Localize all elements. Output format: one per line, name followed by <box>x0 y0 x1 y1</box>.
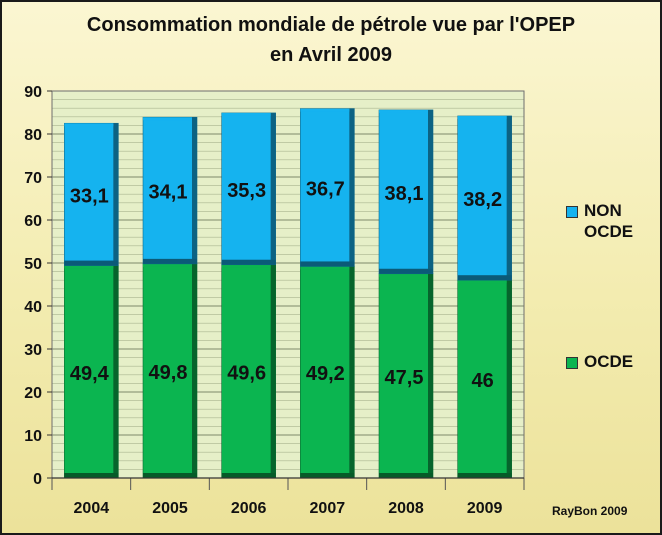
data-label-non-ocde: 34,1 <box>149 182 188 204</box>
bar-side-ocde <box>270 264 276 478</box>
bar-bottom-ocde <box>457 473 512 478</box>
legend-label-non-ocde-line-2: OCDE <box>584 222 634 241</box>
legend-item-ocde: OCDE <box>566 351 633 372</box>
bar-top-ocde <box>64 265 114 269</box>
bar-side-ocde <box>506 280 512 478</box>
bar-side-non-ocde <box>349 108 355 267</box>
y-tick-label: 40 <box>24 299 42 316</box>
bar-non-ocde-2007 <box>300 108 355 267</box>
legend-label-non-ocde-line-1: NON <box>584 201 622 220</box>
bar-bottom-non-ocde <box>300 261 355 267</box>
bar-top-non-ocde <box>143 117 192 121</box>
data-label-ocde: 49,6 <box>227 362 266 384</box>
bar-top-ocde <box>457 280 507 284</box>
bar-non-ocde-2006 <box>221 112 276 266</box>
data-label-non-ocde: 35,3 <box>227 180 266 202</box>
legend-item-non-ocde: NON OCDE <box>566 200 633 242</box>
bar-non-ocde-2004 <box>64 122 119 266</box>
x-tick-label: 2006 <box>231 500 267 517</box>
x-tick-label: 2008 <box>388 500 424 517</box>
bar-non-ocde-2005 <box>142 116 198 265</box>
bar-side-non-ocde <box>270 112 276 265</box>
bar-top-ocde <box>379 273 428 277</box>
bar-top-non-ocde <box>64 123 114 127</box>
bar-ocde-2008 <box>378 273 434 479</box>
chart-title-line-2: en Avril 2009 <box>270 44 392 66</box>
bar-side-ocde <box>428 273 433 478</box>
bar-non-ocde-2008 <box>378 109 434 275</box>
bar-bottom-non-ocde <box>379 268 433 274</box>
bar-top-ocde <box>300 266 350 270</box>
bar-side-non-ocde <box>192 117 197 264</box>
legend-label-non-ocde: NON OCDE <box>584 200 633 242</box>
bar-bottom-ocde <box>379 473 433 478</box>
y-tick-label: 20 <box>24 385 42 402</box>
data-label-ocde: 49,2 <box>306 363 345 385</box>
chart-title-line-1: Consommation mondiale de pétrole vue par… <box>86 14 576 36</box>
bar-bottom-ocde <box>64 473 119 478</box>
bar-ocde-2007 <box>300 266 355 479</box>
legend-label-ocde: OCDE <box>584 352 634 371</box>
y-tick-label: 60 <box>24 213 42 230</box>
bar-bottom-ocde <box>143 473 197 478</box>
bar-bottom-non-ocde <box>143 258 197 264</box>
bar-ocde-2009 <box>457 279 512 479</box>
bar-side-ocde <box>192 263 197 478</box>
bar-bottom-non-ocde <box>221 259 276 265</box>
bar-top-non-ocde <box>379 109 428 113</box>
bar-ocde-2005 <box>142 263 198 479</box>
data-label-ocde: 46 <box>472 370 494 392</box>
legend-swatch-ocde <box>566 357 578 369</box>
bar-bottom-ocde <box>300 473 355 478</box>
plot-area <box>52 91 524 478</box>
data-label-non-ocde: 33,1 <box>70 185 109 207</box>
chart-credit: RayBon 2009 <box>552 504 628 518</box>
x-tick-label: 2007 <box>310 500 346 517</box>
x-tick-label: 2004 <box>74 500 110 517</box>
bar-ocde-2006 <box>221 264 276 479</box>
data-label-ocde: 49,4 <box>70 363 110 385</box>
y-tick-label: 0 <box>33 471 42 488</box>
bar-bottom-ocde <box>221 473 276 478</box>
bar-side-non-ocde <box>428 109 433 274</box>
bar-non-ocde-2009 <box>457 115 512 281</box>
data-label-ocde: 49,8 <box>149 362 188 384</box>
data-label-non-ocde: 36,7 <box>306 179 345 201</box>
data-label-ocde: 47,5 <box>385 367 424 389</box>
data-label-non-ocde: 38,1 <box>385 183 424 205</box>
bar-top-non-ocde <box>221 112 271 116</box>
y-tick-label: 80 <box>24 127 42 144</box>
bar-bottom-non-ocde <box>457 275 512 281</box>
x-tick-label: 2005 <box>152 500 188 517</box>
bar-side-non-ocde <box>506 115 512 281</box>
bar-top-ocde <box>143 263 192 267</box>
x-tick-label: 2009 <box>467 500 503 517</box>
bar-side-non-ocde <box>113 123 119 266</box>
y-tick-label: 30 <box>24 342 42 359</box>
bar-side-ocde <box>113 265 119 478</box>
legend-swatch-non-ocde <box>566 206 578 218</box>
data-label-non-ocde: 38,2 <box>463 189 502 211</box>
bar-top-non-ocde <box>300 108 350 112</box>
bar-top-non-ocde <box>457 115 507 119</box>
y-tick-label: 10 <box>24 428 42 445</box>
bar-ocde-2004 <box>64 265 119 479</box>
bar-side-ocde <box>349 266 355 478</box>
bar-bottom-non-ocde <box>64 260 119 266</box>
y-tick-label: 70 <box>24 170 42 187</box>
y-tick-label: 50 <box>24 256 42 273</box>
y-tick-label: 90 <box>24 84 42 101</box>
bar-top-ocde <box>221 264 271 268</box>
